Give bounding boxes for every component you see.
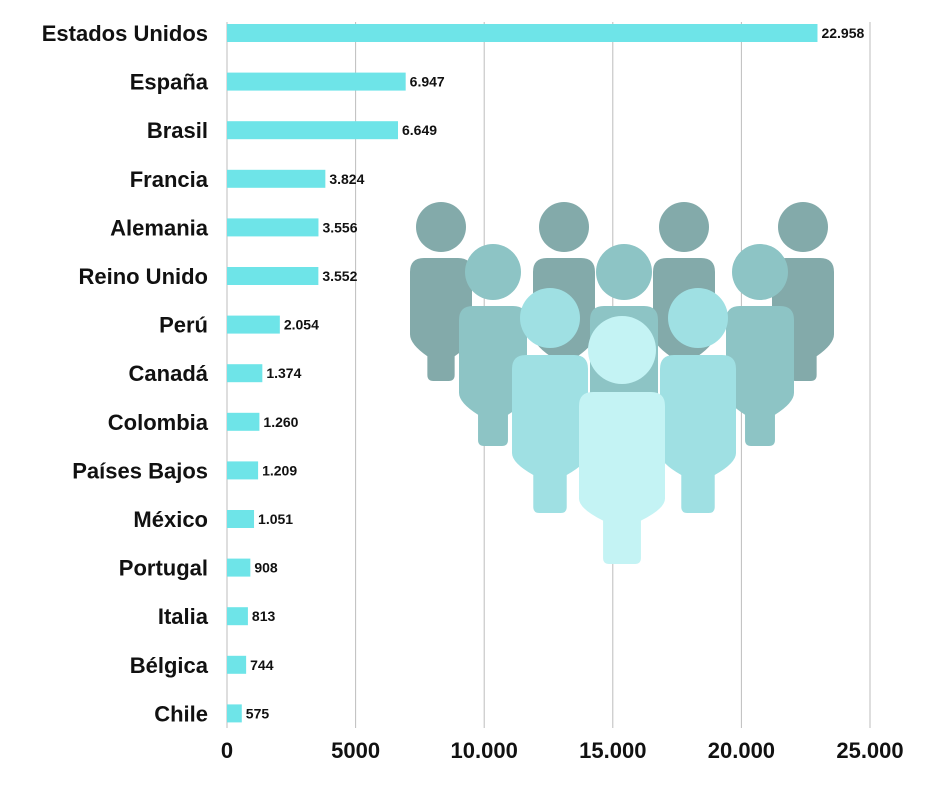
bar — [227, 72, 406, 91]
category-label: Canadá — [129, 361, 209, 386]
category-label: Brasil — [147, 118, 208, 143]
person-icon — [512, 288, 588, 513]
bar — [227, 510, 255, 528]
person-icon — [410, 202, 472, 381]
bar — [227, 121, 399, 140]
category-label: Francia — [130, 167, 209, 192]
category-label: Países Bajos — [72, 458, 208, 483]
value-label: 744 — [250, 657, 274, 673]
bar — [227, 267, 319, 285]
bar — [227, 607, 248, 626]
bar — [227, 704, 242, 723]
x-tick-label: 25.000 — [836, 738, 903, 763]
category-label: Italia — [158, 604, 209, 629]
category-label: Colombia — [108, 410, 209, 435]
value-label: 3.824 — [329, 171, 364, 187]
category-labels: Estados Unidos España Brasil Francia Alemani… — [42, 21, 209, 726]
bar — [227, 315, 280, 334]
value-label: 6.947 — [410, 74, 445, 90]
bar — [227, 364, 263, 383]
bar — [227, 218, 319, 237]
category-label: Chile — [154, 701, 208, 726]
category-label: Portugal — [119, 556, 208, 581]
value-label: 2.054 — [284, 317, 319, 333]
value-label: 3.552 — [322, 268, 357, 284]
person-icon — [459, 244, 527, 446]
x-axis-ticks: 0 5000 10.000 15.000 20.000 25.000 — [221, 738, 904, 763]
value-labels: 22.958 6.947 6.649 3.824 3.556 3.552 2.054 1.37… — [246, 25, 865, 721]
value-label: 1.209 — [262, 462, 297, 478]
category-label: Estados Unidos — [42, 21, 208, 46]
value-label: 908 — [254, 560, 278, 576]
category-label: Reino Unido — [78, 264, 208, 289]
value-label: 6.649 — [402, 122, 437, 138]
bar — [227, 24, 818, 42]
x-tick-label: 20.000 — [708, 738, 775, 763]
value-label: 3.556 — [322, 219, 357, 235]
category-label: Alemania — [110, 215, 209, 240]
people-group-icon — [410, 202, 834, 564]
x-tick-label: 0 — [221, 738, 233, 763]
x-tick-label: 10.000 — [451, 738, 518, 763]
person-icon — [660, 288, 736, 513]
x-tick-label: 15.000 — [579, 738, 646, 763]
value-label: 575 — [246, 705, 270, 721]
category-label: Perú — [159, 313, 208, 338]
value-label: 1.260 — [263, 414, 298, 430]
value-label: 22.958 — [821, 25, 864, 41]
category-label: Bélgica — [130, 653, 209, 678]
person-icon — [726, 244, 794, 446]
value-label: 1.051 — [258, 511, 293, 527]
person-icon — [579, 316, 665, 564]
bar — [227, 655, 247, 674]
bar — [227, 169, 326, 188]
value-label: 813 — [252, 608, 276, 624]
bar — [227, 412, 260, 431]
bar — [227, 461, 259, 480]
bars — [227, 24, 818, 723]
value-label: 1.374 — [266, 365, 301, 381]
category-label: España — [130, 70, 209, 95]
x-tick-label: 5000 — [331, 738, 380, 763]
bar — [227, 558, 251, 577]
category-label: México — [133, 507, 208, 532]
